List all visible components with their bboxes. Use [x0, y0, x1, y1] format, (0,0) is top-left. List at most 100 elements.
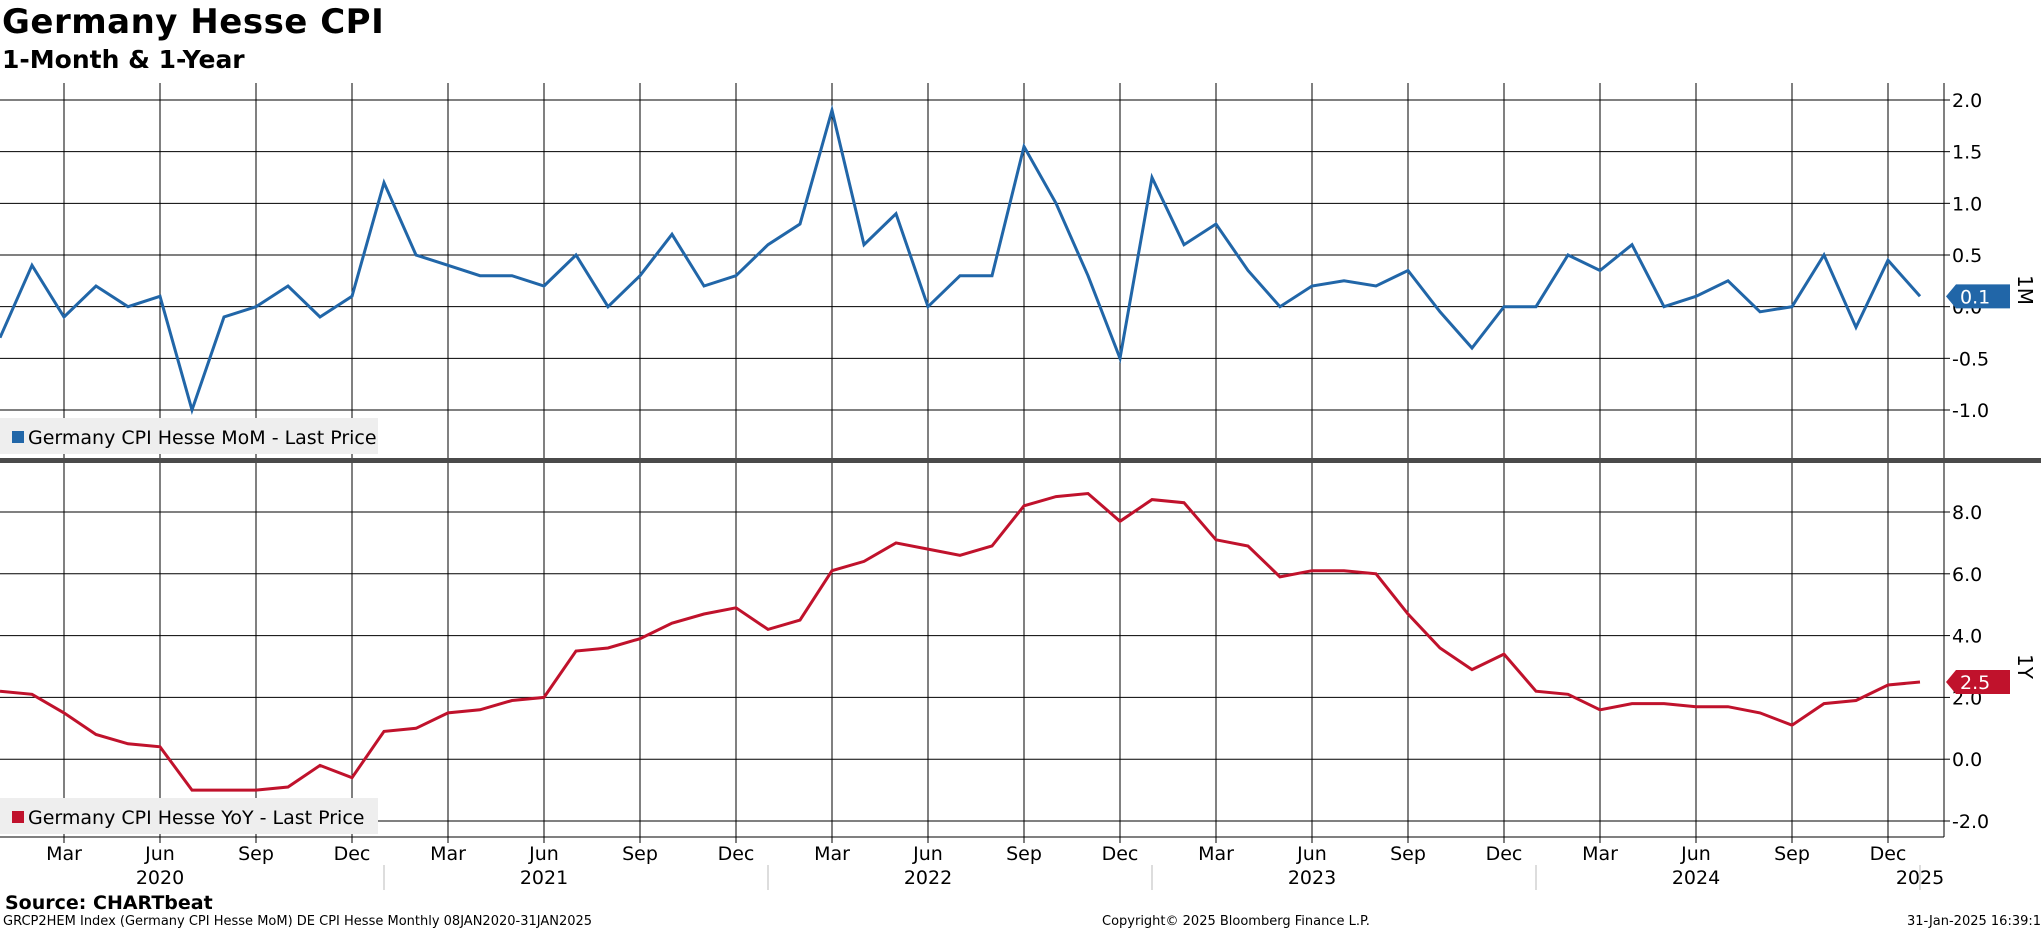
data-point — [254, 305, 258, 309]
data-point — [670, 621, 674, 625]
data-point — [1278, 575, 1282, 579]
data-point — [606, 305, 610, 309]
data-point — [766, 627, 770, 631]
data-point — [1790, 723, 1794, 727]
data-point — [1566, 253, 1570, 257]
data-point — [1182, 243, 1186, 247]
data-point — [1534, 689, 1538, 693]
last-value-flag — [1946, 284, 2010, 309]
x-tick-label: Jun — [912, 843, 943, 865]
data-point — [830, 108, 834, 112]
data-point — [638, 637, 642, 641]
data-point — [1918, 294, 1922, 298]
data-point — [1822, 702, 1826, 706]
data-point — [1470, 346, 1474, 350]
data-point — [1438, 646, 1442, 650]
data-point — [1758, 711, 1762, 715]
data-point — [126, 305, 130, 309]
data-point — [1278, 305, 1282, 309]
x-tick-label: Mar — [1582, 843, 1618, 865]
x-tick-label: Jun — [1680, 843, 1711, 865]
data-point — [126, 742, 130, 746]
data-point — [1790, 305, 1794, 309]
y-tick-label: -0.5 — [1952, 348, 1989, 370]
chart-title: Germany Hesse CPI — [2, 2, 385, 42]
data-point — [734, 274, 738, 278]
data-point — [542, 284, 546, 288]
data-point — [830, 569, 834, 573]
data-point — [990, 544, 994, 548]
data-point — [926, 305, 930, 309]
data-point — [1310, 284, 1314, 288]
legend-label: Germany CPI Hesse YoY - Last Price — [28, 807, 364, 829]
data-point — [286, 785, 290, 789]
data-point — [286, 284, 290, 288]
data-point — [1598, 708, 1602, 712]
data-point — [862, 559, 866, 563]
data-point — [1534, 305, 1538, 309]
data-point — [446, 711, 450, 715]
data-point — [222, 788, 226, 792]
data-point — [702, 284, 706, 288]
x-tick-label: Dec — [1102, 843, 1139, 865]
data-point — [1438, 310, 1442, 314]
legend-label: Germany CPI Hesse MoM - Last Price — [28, 427, 377, 449]
data-point — [1054, 201, 1058, 205]
x-tick-label: Mar — [46, 843, 82, 865]
y-tick-label: -1.0 — [1952, 400, 1989, 422]
data-point — [1854, 325, 1858, 329]
data-point — [382, 729, 386, 733]
data-point — [1758, 310, 1762, 314]
data-point — [894, 541, 898, 545]
data-point — [350, 294, 354, 298]
source-label: Source: CHARTbeat — [5, 892, 213, 914]
data-point — [638, 274, 642, 278]
data-point — [1662, 305, 1666, 309]
data-point — [926, 547, 930, 551]
data-point — [1726, 279, 1730, 283]
data-point — [94, 732, 98, 736]
data-point — [574, 649, 578, 653]
data-point — [862, 243, 866, 247]
last-value-label: 2.5 — [1960, 672, 1990, 694]
x-tick-label: Mar — [430, 843, 466, 865]
legend-swatch — [12, 811, 24, 823]
data-point — [30, 263, 34, 267]
data-point — [1502, 305, 1506, 309]
axis-tag: 1M — [2013, 275, 2037, 305]
data-point — [670, 232, 674, 236]
y-tick-label: 6.0 — [1952, 564, 1982, 586]
data-point — [478, 274, 482, 278]
data-point — [766, 243, 770, 247]
y-tick-label: 0.5 — [1952, 245, 1982, 267]
data-point — [158, 745, 162, 749]
legend-box — [0, 798, 378, 834]
last-value-flag — [1946, 669, 2010, 694]
data-point — [1342, 279, 1346, 283]
copyright: Copyright© 2025 Bloomberg Finance L.P. — [1102, 914, 1370, 929]
data-point — [1246, 544, 1250, 548]
y-tick-label: -2.0 — [1952, 811, 1989, 833]
x-tick-label: Dec — [718, 843, 755, 865]
data-point — [222, 315, 226, 319]
data-point — [1854, 698, 1858, 702]
data-point — [446, 263, 450, 267]
data-point — [1182, 501, 1186, 505]
x-tick-label: Dec — [1486, 843, 1523, 865]
data-point — [1822, 253, 1826, 257]
timestamp: 31-Jan-2025 16:39:19 — [1907, 914, 2041, 929]
data-point — [190, 788, 194, 792]
data-point — [62, 315, 66, 319]
y-tick-label: 0.0 — [1952, 749, 1982, 771]
x-tick-label: Dec — [334, 843, 371, 865]
data-point — [158, 294, 162, 298]
x-tick-label: Mar — [1198, 843, 1234, 865]
data-point — [318, 763, 322, 767]
data-point — [734, 606, 738, 610]
x-year-label: 2020 — [136, 867, 184, 889]
data-point — [1118, 519, 1122, 523]
data-point — [1886, 258, 1890, 262]
data-point — [318, 315, 322, 319]
data-point — [1214, 222, 1218, 226]
data-point — [1022, 504, 1026, 508]
